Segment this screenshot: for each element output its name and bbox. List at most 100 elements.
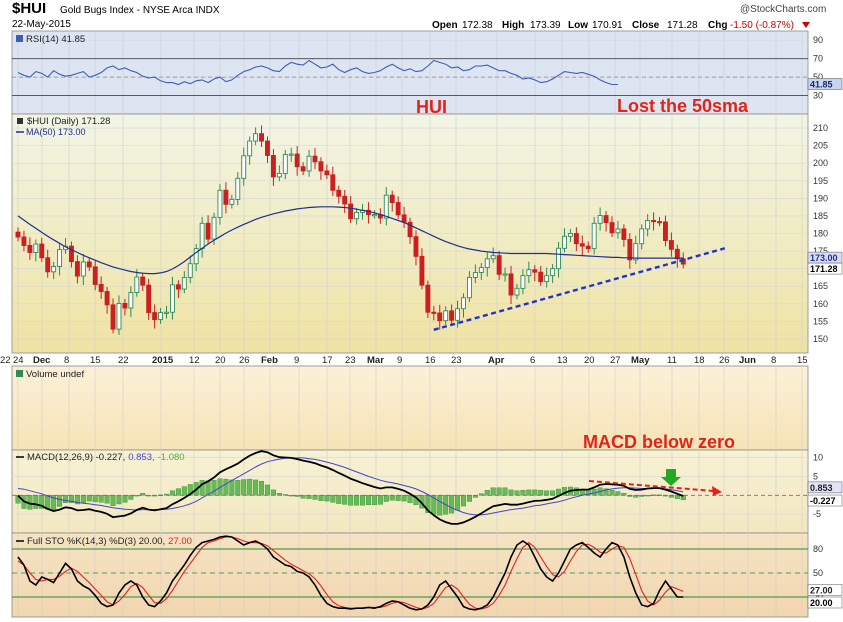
macd-hist-bar [544, 490, 550, 496]
macd-hist-bar [342, 495, 348, 505]
macd-hist-bar [395, 495, 401, 501]
candle-body [389, 194, 395, 204]
macd-hist-bar [229, 479, 235, 496]
macd-hist-bar [490, 487, 496, 496]
candle-body [371, 214, 377, 217]
candle-body [556, 247, 561, 270]
price-tick-label: 175 [813, 246, 828, 256]
macd-line [17, 450, 684, 525]
chg-value: -1.50 (-0.87%) [730, 20, 794, 31]
rsi-layer [12, 58, 808, 96]
macd-hist-bar [57, 495, 63, 507]
x-tick-label: 2015 [152, 355, 174, 366]
macd-hist-bar [324, 495, 330, 502]
x-tick-label: 9 [294, 355, 299, 366]
macd-hist-bar [318, 495, 324, 501]
candle-body [169, 284, 175, 313]
candle-body [33, 243, 39, 253]
close-label: Close [632, 20, 660, 31]
candle-body [520, 275, 526, 289]
x-tick-label: 8 [64, 355, 69, 366]
macd-tick-label: -5 [813, 509, 821, 519]
macd-legend-signal: 0.853, [128, 452, 154, 463]
macd-hist-bar [306, 495, 312, 499]
candle-body [663, 221, 668, 241]
macd-legend-hist: -1.080 [158, 452, 185, 463]
price-legend-icon [17, 118, 23, 124]
watermark: @StockCharts.com [740, 4, 826, 15]
macd-hist-bar [354, 495, 360, 506]
macd-hist-bar [674, 495, 680, 499]
candle-body [134, 276, 140, 293]
candle-body [627, 239, 633, 261]
macd-hist-bar [550, 490, 556, 496]
macd-hist-bar [526, 489, 532, 496]
macd-hist-bar [603, 488, 609, 496]
sto-d-last-label: 27.00 [810, 585, 833, 595]
x-tick-label: 27 [610, 355, 621, 366]
volume-legend: Volume undef [26, 369, 84, 380]
price-legend: $HUI (Daily) 171.28 [27, 116, 110, 127]
sto-panel [11, 532, 809, 618]
candle-body [550, 268, 556, 277]
macd-hist-bar [401, 495, 407, 502]
candle-body [259, 133, 264, 142]
candle-body [657, 221, 662, 224]
candle-body [318, 161, 324, 172]
ma-last-label: 173.00 [810, 253, 838, 263]
sto-legend-main: Full STO %K(14,3) %D(3) 20.00, [27, 536, 165, 547]
candle-body [312, 155, 318, 163]
price-layer [15, 125, 726, 335]
candle-body [39, 243, 45, 259]
candle-body [526, 269, 532, 277]
candle-body [532, 269, 538, 273]
candle-body [211, 216, 217, 240]
macd-hist-bar [496, 487, 502, 496]
price-tick-label: 150 [813, 334, 828, 344]
macd-hist-bar [223, 478, 229, 496]
x-tick-label: 12 [189, 355, 200, 366]
candle-body [342, 195, 348, 205]
ma50-line [17, 206, 684, 275]
candle-body [395, 202, 401, 216]
symbol-title: $HUI [12, 0, 46, 17]
x-tick-label: Apr [488, 355, 505, 366]
gridlines [12, 31, 808, 617]
x-tick-label: 26 [719, 355, 730, 366]
candle-body [122, 302, 128, 309]
x-tick-label: Jun [739, 355, 756, 366]
macd-hist-bar [259, 480, 265, 496]
candle-body [567, 233, 573, 237]
macd-hist-bar [80, 495, 86, 503]
candle-body [437, 312, 443, 322]
x-tick-label: 9 [397, 355, 402, 366]
candle-body [86, 261, 92, 268]
macd-hist-bar [63, 495, 69, 503]
x-tick-label: 26 [239, 355, 250, 366]
candle-body [45, 257, 51, 273]
candle-body [253, 133, 259, 142]
candle-body [496, 255, 502, 275]
candle-body [199, 222, 205, 250]
candle-body [502, 273, 508, 276]
candle-body [15, 231, 21, 238]
macd-hist-bar [377, 495, 383, 505]
candle-body [425, 284, 431, 313]
candle-body [158, 312, 164, 321]
macd-hist-bar [116, 495, 122, 505]
macd-hist-bar [609, 490, 615, 496]
x-tick-label: 15 [797, 355, 808, 366]
candle-body [674, 248, 680, 260]
high-label: High [502, 20, 524, 31]
candle-body [348, 203, 354, 220]
macd-hist-bar [389, 495, 395, 501]
candle-body [217, 189, 223, 218]
candle-body [615, 228, 621, 234]
candle-body [639, 228, 645, 245]
macd-hist-bar [639, 495, 645, 497]
x-tick-label: 24 [13, 355, 24, 366]
candle-body [579, 243, 585, 247]
sto-k-line [17, 535, 684, 611]
candle-body [98, 284, 104, 292]
candle-body [104, 291, 110, 306]
